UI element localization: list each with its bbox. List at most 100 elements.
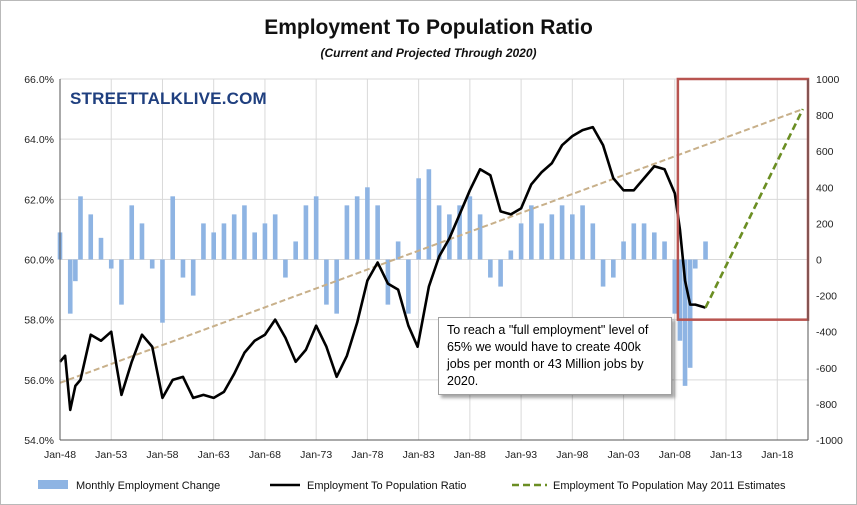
x-tick-label: Jan-93 [505,449,537,461]
bar [272,214,278,260]
x-tick-label: Jan-73 [300,449,332,461]
bar [160,259,165,323]
x-tick-label: Jan-78 [351,449,383,461]
bar [508,250,514,260]
bar [88,214,94,260]
bar [201,223,206,260]
bar [570,214,575,260]
bar [395,241,401,260]
bar [687,259,693,368]
bar [365,187,370,260]
x-tick-label: Jan-98 [556,449,588,461]
x-tick-label: Jan-03 [608,449,640,461]
bar [262,223,268,260]
bar [242,205,247,260]
bar [611,259,616,278]
y-right-tick-label: 0 [816,255,822,267]
bar [190,259,196,296]
bar [119,259,124,305]
bar [149,259,155,269]
x-tick-label: Jan-83 [403,449,435,461]
bar [313,196,319,260]
projection-line [704,108,805,309]
bar [139,223,145,260]
ratio-line [59,125,706,412]
bar [108,259,114,269]
x-tick-label: Jan-63 [198,449,230,461]
y-right-tick-label: 200 [816,218,834,230]
bar [677,259,683,341]
y-right-tick-label: 400 [816,182,834,194]
bar [211,232,217,260]
bar [488,259,493,278]
bar [231,214,237,260]
y-right-tick-label: -800 [816,399,837,411]
bar [477,214,483,260]
y-left-tick-label: 54.0% [24,435,54,447]
bar [457,205,462,260]
bar [73,259,78,282]
y-left-tick-label: 58.0% [24,315,54,327]
bar [354,196,360,260]
x-tick-label: Jan-08 [659,449,691,461]
bar [672,259,678,314]
bar [600,259,606,287]
y-left-tick-label: 64.0% [24,134,54,146]
bar [98,237,104,260]
bar [436,205,442,260]
watermark-logo: STREETTALKLIVE.COM [70,89,267,108]
bar [467,196,473,260]
annotation-callout: To reach a "full employment" level of 65… [438,317,672,395]
legend: Monthly Employment Change Employment To P… [38,480,786,492]
bar [375,205,380,260]
bar [283,259,288,278]
bar [406,259,411,314]
bar [682,259,688,386]
bar [416,178,421,260]
y-left-tick-label: 60.0% [24,255,54,267]
legend-label-bars: Monthly Employment Change [76,480,220,492]
y-right-tick-label: -400 [816,327,837,339]
bar [293,241,298,260]
bar [651,232,657,260]
y-left-tick-label: 66.0% [24,74,54,86]
x-tick-label: Jan-13 [710,449,742,461]
bar [559,205,565,260]
bar [221,223,227,260]
bar [252,232,257,260]
bar [529,205,534,260]
bar [303,205,309,260]
bar [334,259,339,314]
bar [78,196,83,260]
legend-label-ratio: Employment To Population Ratio [307,480,466,492]
bar [129,205,135,260]
bar [703,241,708,260]
y-right-tick-label: -1000 [816,435,843,447]
bar [180,259,186,278]
chart-subtitle: (Current and Projected Through 2020) [320,46,537,60]
bar [344,205,350,260]
bar [641,223,647,260]
y-right-tick-label: 1000 [816,74,840,86]
y-right-tick-label: 800 [816,110,834,122]
chart-title: Employment To Population Ratio [264,16,593,39]
legend-label-projection: Employment To Population May 2011 Estima… [553,480,786,492]
legend-swatch-bars [38,480,68,489]
bar [539,223,544,260]
y-left-tick-label: 62.0% [24,194,54,206]
bar [498,259,503,287]
x-tick-label: Jan-48 [44,449,76,461]
x-tick-label: Jan-18 [761,449,793,461]
y-right-tick-label: -600 [816,363,837,375]
y-right-tick-label: -200 [816,291,837,303]
bar [621,241,626,260]
bar [518,223,524,260]
x-tick-label: Jan-68 [249,449,281,461]
bar [692,259,698,269]
bar [631,223,637,260]
bar [662,241,667,260]
x-tick-label: Jan-58 [146,449,178,461]
bar [67,259,73,314]
x-tick-label: Jan-88 [454,449,486,461]
